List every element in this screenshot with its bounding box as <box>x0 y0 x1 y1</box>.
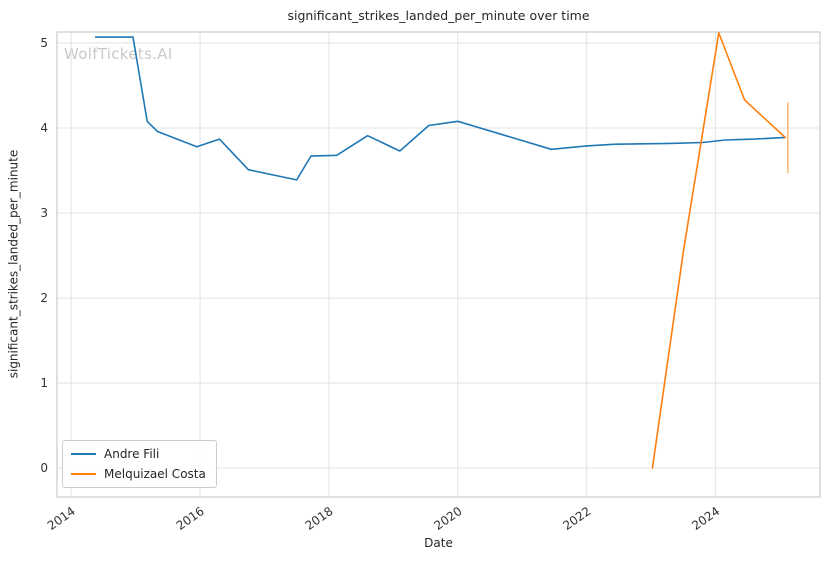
y-tick-label: 1 <box>40 376 48 390</box>
legend: Andre Fili Melquizael Costa <box>62 440 217 488</box>
chart-title: significant_strikes_landed_per_minute ov… <box>287 8 590 23</box>
series-line-andre-fili <box>94 36 787 181</box>
x-tick-label: 2020 <box>432 504 465 533</box>
y-tick-label: 3 <box>40 206 48 220</box>
legend-label-andre-fili: Andre Fili <box>104 447 160 461</box>
x-axis-label: Date <box>424 536 453 550</box>
plot-frame <box>56 31 821 498</box>
x-tick-label: 2022 <box>560 504 593 533</box>
legend-line-sample-melquizael-costa <box>71 473 96 475</box>
x-tick-label: 2014 <box>45 504 78 533</box>
x-tick-label: 2016 <box>174 504 207 533</box>
y-axis-label: significant_strikes_landed_per_minute <box>6 149 21 379</box>
y-tick-label: 5 <box>40 36 48 50</box>
x-tick-label: 2024 <box>689 504 722 533</box>
legend-label-melquizael-costa: Melquizael Costa <box>104 467 206 481</box>
legend-item-melquizael-costa: Melquizael Costa <box>71 467 206 481</box>
y-tick-label: 2 <box>40 291 48 305</box>
watermark: WolfTickets.AI <box>64 45 173 63</box>
x-tick-label: 2018 <box>303 504 336 533</box>
legend-item-andre-fili: Andre Fili <box>71 447 206 461</box>
series-line-melquizael-costa <box>651 32 787 469</box>
y-tick-label: 0 <box>40 461 48 475</box>
legend-line-sample-andre-fili <box>71 453 96 455</box>
y-tick-label: 4 <box>40 121 48 135</box>
